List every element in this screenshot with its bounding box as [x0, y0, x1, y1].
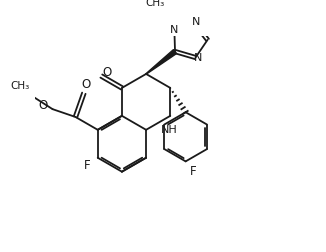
Polygon shape	[146, 50, 177, 74]
Text: F: F	[84, 159, 91, 172]
Text: N: N	[170, 25, 179, 35]
Text: O: O	[82, 78, 91, 91]
Text: O: O	[38, 99, 48, 112]
Text: N: N	[194, 52, 202, 62]
Text: O: O	[103, 66, 112, 79]
Text: NH: NH	[160, 125, 177, 135]
Text: F: F	[190, 166, 197, 178]
Text: N: N	[192, 17, 200, 27]
Text: CH₃: CH₃	[10, 81, 29, 91]
Text: CH₃: CH₃	[145, 0, 164, 8]
